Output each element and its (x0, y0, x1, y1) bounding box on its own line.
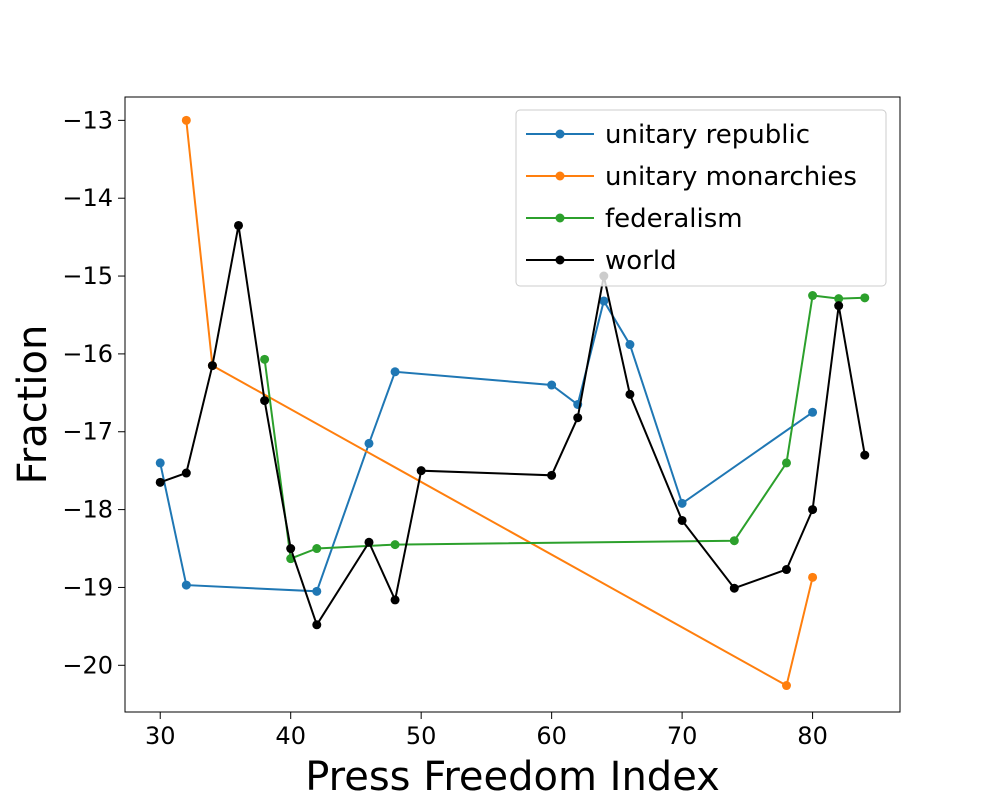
data-point (390, 595, 400, 605)
data-point (625, 340, 635, 350)
data-point (625, 389, 635, 399)
legend-marker (555, 129, 565, 139)
data-point (808, 291, 818, 301)
x-tick-label: 30 (145, 722, 176, 750)
data-point (860, 293, 870, 303)
data-point (573, 413, 583, 423)
data-point (234, 220, 244, 230)
data-point (260, 396, 270, 406)
data-point (781, 681, 791, 691)
data-point (547, 470, 557, 480)
data-point (781, 458, 791, 468)
data-point (729, 536, 739, 546)
data-point (808, 407, 818, 417)
data-point (364, 438, 374, 448)
data-point (677, 515, 687, 525)
y-axis-title: Fraction (10, 325, 56, 485)
data-point (781, 565, 791, 575)
data-point (155, 477, 165, 487)
y-tick-label: −19 (62, 573, 113, 601)
data-point (547, 380, 557, 390)
series-line (159, 225, 866, 628)
legend-label: federalism (605, 204, 743, 234)
series-unitary-republic (155, 296, 818, 596)
data-point (677, 498, 687, 508)
data-point (181, 468, 191, 478)
data-point (312, 586, 322, 596)
data-point (808, 505, 818, 515)
series-line (185, 120, 814, 688)
legend-box (515, 109, 887, 287)
data-point (286, 544, 296, 554)
data-point (390, 540, 400, 550)
legend-marker (555, 213, 565, 223)
x-tick-label: 50 (406, 722, 437, 750)
data-point (729, 583, 739, 593)
legend-label: world (605, 246, 677, 276)
series-layer (155, 115, 870, 691)
legend: unitary republic unitary monarchies federa… (515, 109, 887, 287)
legend-marker (555, 255, 565, 265)
data-point (834, 294, 844, 304)
x-tick-label: 60 (536, 722, 567, 750)
x-tick-label: 80 (797, 722, 828, 750)
legend-marker (555, 171, 565, 181)
data-point (834, 301, 844, 311)
data-point (860, 450, 870, 460)
data-point (312, 620, 322, 630)
legend-label: unitary republic (605, 120, 810, 150)
data-point (155, 458, 165, 468)
data-point (364, 537, 374, 547)
data-point (207, 361, 217, 371)
x-axis: 30 40 50 60 70 80 (145, 712, 828, 750)
x-axis-title: Press Freedom Index (305, 754, 720, 800)
y-tick-label: −16 (62, 340, 113, 368)
legend-label: unitary monarchies (605, 162, 857, 192)
data-point (808, 572, 818, 582)
y-tick-label: −20 (62, 651, 113, 679)
y-tick-label: −17 (62, 418, 113, 446)
data-point (390, 367, 400, 377)
data-point (416, 466, 426, 476)
y-tick-label: −15 (62, 262, 113, 290)
x-tick-label: 70 (667, 722, 698, 750)
data-point (599, 296, 609, 306)
x-tick-label: 40 (275, 722, 306, 750)
y-tick-label: −18 (62, 496, 113, 524)
y-axis: −20 −19 −18 −17 −16 −15 −14 −13 (62, 106, 125, 679)
data-point (181, 115, 191, 125)
y-tick-label: −13 (62, 106, 113, 134)
data-point (260, 354, 270, 364)
data-point (312, 544, 322, 554)
plot-frame (124, 96, 901, 713)
data-point (181, 580, 191, 590)
y-tick-label: −14 (62, 184, 113, 212)
